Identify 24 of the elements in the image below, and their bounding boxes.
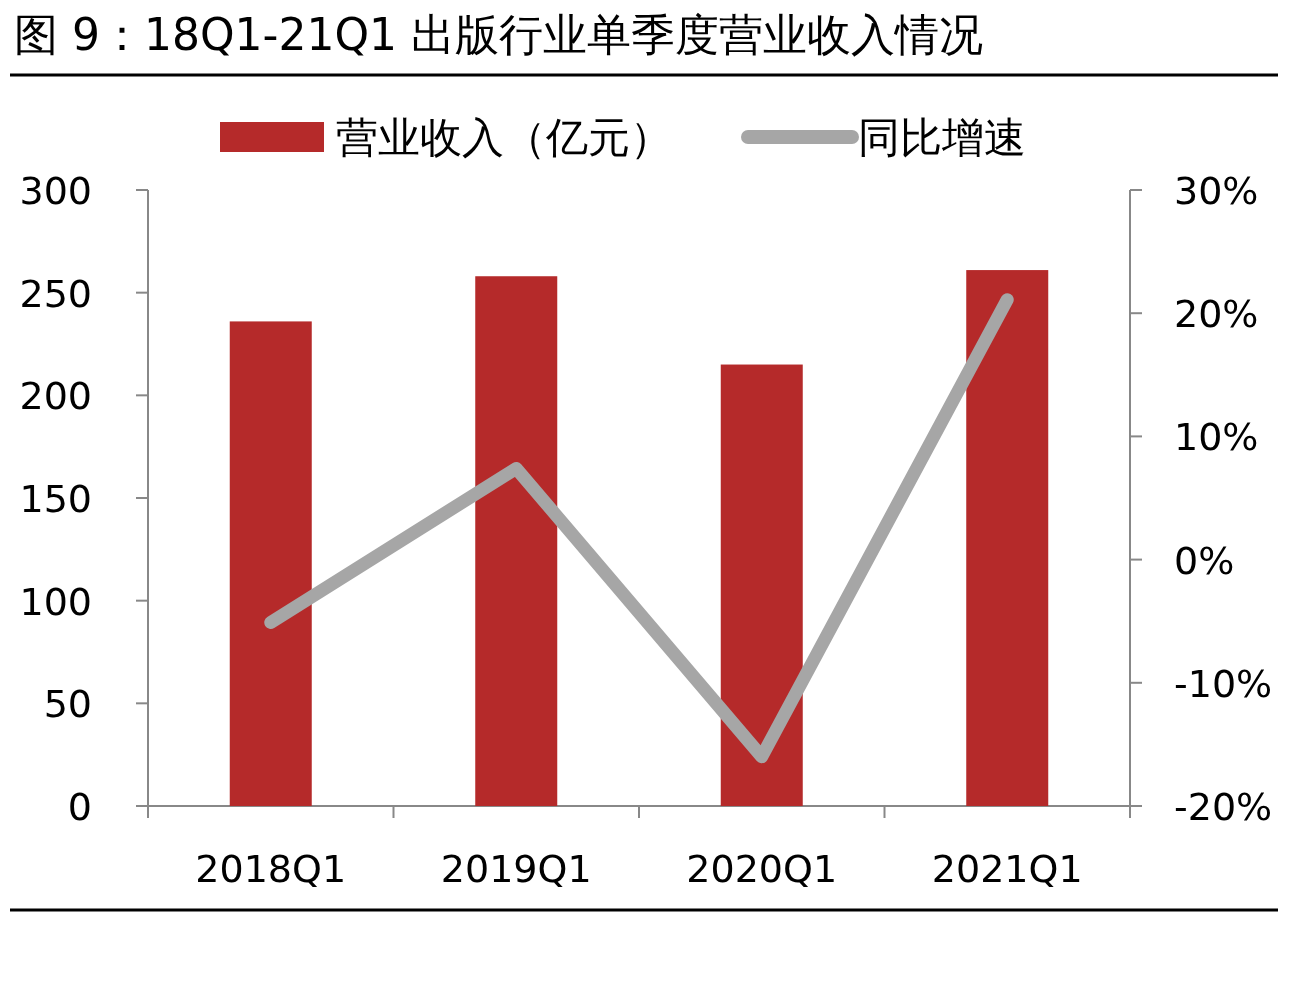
bar [966,270,1049,806]
y2-tick-label: 30% [1174,169,1259,213]
bar [720,364,803,806]
y2-tick-label: 20% [1174,292,1259,337]
chart-title: 图 9：18Q1-21Q1 出版行业单季度营业收入情况 [14,9,984,60]
legend-label: 同比增速 [858,113,1026,162]
y-tick-label: 200 [19,374,92,419]
y-tick-label: 0 [67,785,92,829]
y2-tick-label: 10% [1174,415,1259,460]
y-tick-label: 250 [19,271,92,316]
y2-tick-label: -10% [1174,661,1273,706]
x-tick-label: 2020Q1 [686,847,838,891]
y2-tick-label: -20% [1174,785,1273,829]
y2-tick-label: 0% [1174,538,1235,583]
bar [229,321,312,806]
x-tick-label: 2018Q1 [195,847,347,891]
y-tick-label: 300 [19,169,92,213]
legend-label: 营业收入（亿元） [336,113,672,162]
bar [475,276,558,806]
y-tick-label: 50 [43,682,92,727]
y-tick-label: 100 [19,579,92,624]
y-tick-label: 150 [19,477,92,521]
x-tick-label: 2019Q1 [440,847,592,891]
x-tick-label: 2021Q1 [931,847,1083,891]
